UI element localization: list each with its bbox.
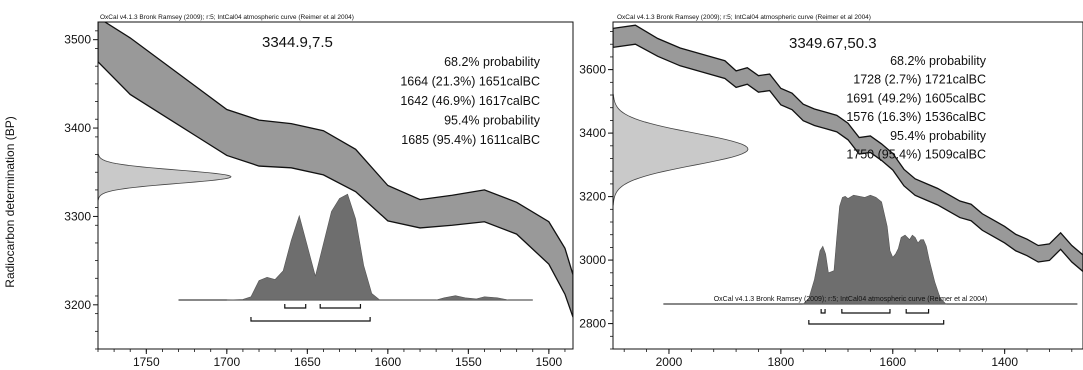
range-68-bracket <box>319 304 362 309</box>
calibrated-distribution <box>226 193 533 301</box>
measurement-label: 3344.9,7.5 <box>262 34 333 51</box>
x-tick-label: 1500 <box>535 355 562 369</box>
probability-range: 1576 (16.3%) 1536calBC <box>846 110 986 124</box>
y-tick-label: 3500 <box>64 33 91 47</box>
x-tick-label: 1700 <box>213 355 240 369</box>
y-tick-label: 3200 <box>64 298 91 312</box>
x-tick-label: 1600 <box>374 355 401 369</box>
oxcal-header: OxCal v4.1.3 Bronk Ramsey (2009); r:5; I… <box>100 14 354 21</box>
probability-heading: 68.2% probability <box>444 55 541 69</box>
y-tick-label: 3400 <box>579 126 606 140</box>
x-tick-label: 2000 <box>656 355 683 369</box>
chart-panel-left: OxCal v4.1.3 Bronk Ramsey (2009); r:5; I… <box>64 14 574 369</box>
oxcal-inner-header: OxCal v4.1.3 Bronk Ramsey (2009); r:5; I… <box>714 296 988 303</box>
probability-range: 1691 (49.2%) 1605calBC <box>846 91 986 105</box>
range-68-bracket <box>905 309 930 314</box>
y-tick-label: 2800 <box>579 317 606 331</box>
calibrated-distribution <box>802 194 947 305</box>
measurement-label: 3349.67,50.3 <box>789 35 877 52</box>
x-tick-label: 1750 <box>133 355 160 369</box>
probability-range: 1750 (95.4%) 1509calBC <box>846 148 986 162</box>
probability-range: 1664 (21.3%) 1651calBC <box>400 75 540 89</box>
probability-heading: 95.4% probability <box>444 114 541 128</box>
probability-heading: 68.2% probability <box>890 54 987 68</box>
probability-heading: 95.4% probability <box>890 129 987 143</box>
calibration-curve-band <box>613 24 1083 273</box>
range-68-bracket <box>284 304 307 309</box>
probability-range: 1728 (2.7%) 1721calBC <box>853 73 986 87</box>
chart-panel-right: OxCal v4.1.3 Bronk Ramsey (2009); r:5; I… <box>579 14 1083 369</box>
probability-range: 1685 (95.4%) 1611calBC <box>401 133 540 147</box>
y-tick-label: 3600 <box>579 63 606 77</box>
radiocarbon-distribution <box>613 93 749 206</box>
x-tick-label: 1550 <box>455 355 482 369</box>
y-tick-label: 3400 <box>64 121 91 135</box>
y-tick-label: 3000 <box>579 253 606 267</box>
y-tick-label: 3200 <box>579 190 606 204</box>
oxcal-header: OxCal v4.1.3 Bronk Ramsey (2009); r:5; I… <box>617 14 871 21</box>
probability-range: 1642 (46.9%) 1617calBC <box>400 94 540 108</box>
plot-frame <box>97 21 574 350</box>
y-tick-label: 3300 <box>64 209 91 223</box>
plot-area <box>98 22 573 322</box>
x-tick-label: 1400 <box>991 355 1018 369</box>
x-tick-label: 1600 <box>879 355 906 369</box>
x-tick-label: 1650 <box>294 355 321 369</box>
radiocarbon-distribution <box>98 152 232 201</box>
plot-area <box>613 24 1083 325</box>
range-68-bracket <box>841 309 891 314</box>
x-tick-label: 1800 <box>768 355 795 369</box>
range-95-bracket <box>808 320 945 325</box>
range-95-bracket <box>250 317 371 322</box>
y-axis-label: Radiocarbon determination (BP) <box>3 116 17 287</box>
calibration-curve-band <box>98 22 573 318</box>
range-68-bracket <box>820 309 826 314</box>
